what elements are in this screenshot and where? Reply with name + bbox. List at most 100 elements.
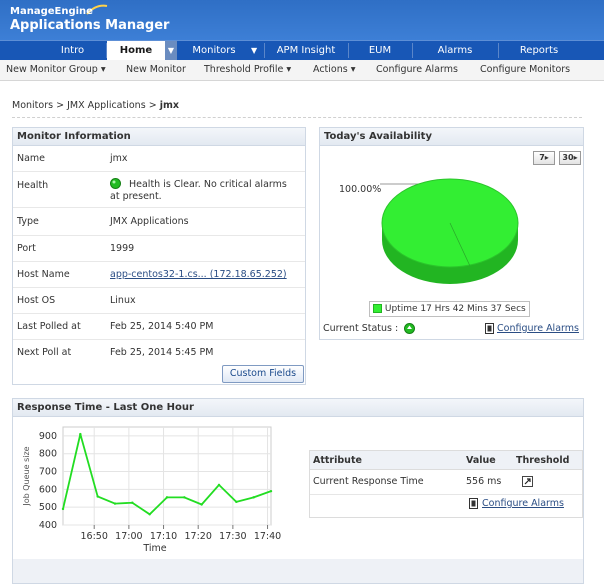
configure-monitors-link[interactable]: Configure Monitors (480, 64, 571, 75)
actions-menu[interactable]: Actions ▾ (313, 64, 356, 75)
availability-title: Today's Availability (320, 128, 583, 146)
threshold-profile-menu[interactable]: Threshold Profile ▾ (204, 64, 292, 75)
brand-swoosh-icon (86, 4, 108, 15)
data-point (217, 483, 221, 487)
nav-divider (106, 43, 107, 58)
legend-uptime-swatch (373, 304, 382, 313)
configure-alarms-link[interactable]: Configure Alarms (376, 64, 458, 75)
availability-30-days-button[interactable]: 30▸ (559, 151, 581, 165)
info-label: Type (17, 216, 39, 227)
pie-slice-side (382, 223, 518, 284)
configure-alarms-icon[interactable] (469, 498, 478, 509)
custom-fields-button[interactable]: Custom Fields (222, 365, 304, 383)
threshold-edit-icon[interactable] (522, 476, 533, 487)
availability-7-label: 7 (539, 153, 545, 162)
data-point (235, 500, 238, 504)
brand-product: Applications Manager (10, 18, 170, 33)
y-tick-label: 800 (39, 449, 57, 460)
breadcrumb: Monitors > JMX Applications > jmx (12, 100, 179, 111)
info-label: Health (17, 180, 49, 191)
monitor-information-panel: Monitor Information Name jmx Health Heal… (12, 127, 306, 385)
monitor-information-title: Monitor Information (13, 128, 305, 146)
x-tick-label: 17:40 (254, 531, 281, 542)
info-label: Next Poll at (17, 347, 72, 358)
tab-alarms[interactable]: Alarms (437, 45, 473, 56)
data-point (113, 502, 117, 505)
info-row-type: Type JMX Applications (13, 208, 305, 236)
y-tick-label: 500 (39, 502, 57, 513)
info-row-host-name: Host Name app-centos32-1.cs... (172.18.6… (13, 262, 305, 288)
breadcrumb-jmx-applications[interactable]: JMX Applications (67, 100, 146, 111)
availability-legend: Uptime 17 Hrs 42 Mins 37 Secs (369, 301, 530, 317)
data-point (183, 496, 186, 499)
y-axis-label: Job Queue size (22, 446, 31, 506)
tab-intro[interactable]: Intro (60, 45, 85, 56)
data-point (165, 496, 169, 499)
info-row-health: Health Health is Clear. No critical alar… (13, 172, 305, 208)
availability-7-days-button[interactable]: 7▸ (533, 151, 555, 165)
sub-nav: New Monitor Group ▾ New Monitor Threshol… (0, 60, 604, 81)
todays-availability-panel: Today's Availability 7▸ 30▸ 100.00% Upti… (319, 127, 584, 340)
header-attribute: Attribute (313, 455, 362, 466)
tab-reports[interactable]: Reports (519, 45, 559, 56)
y-tick-label: 700 (39, 467, 57, 478)
configure-alarms-icon[interactable] (485, 323, 494, 334)
breadcrumb-current: jmx (159, 100, 179, 111)
tab-eum[interactable]: EUM (368, 45, 392, 56)
info-value: jmx (110, 153, 128, 164)
info-row-last-polled: Last Polled at Feb 25, 2014 5:40 PM (13, 314, 305, 340)
data-point (79, 432, 82, 436)
info-value: JMX Applications (110, 216, 189, 227)
availability-30-label: 30 (562, 153, 574, 162)
row-value: 556 ms (466, 476, 502, 487)
info-label: Port (17, 243, 36, 254)
tab-monitors[interactable]: Monitors (192, 45, 236, 56)
monitors-dropdown-icon[interactable]: ▼ (251, 46, 258, 55)
main-nav: Intro Home ▼ Monitors ▼ APM Insight EUM … (0, 40, 604, 60)
host-name-link[interactable]: app-centos32-1.cs... (172.18.65.252) (110, 269, 287, 280)
response-configure-alarms-link[interactable]: Configure Alarms (482, 498, 564, 509)
table-row: Current Response Time 556 ms (310, 470, 582, 495)
y-tick-label: 900 (39, 431, 57, 442)
data-point (200, 503, 203, 506)
info-value: Feb 25, 2014 5:40 PM (110, 321, 214, 332)
home-dropdown-icon[interactable]: ▼ (165, 41, 177, 60)
breadcrumb-separator: > (56, 100, 65, 111)
data-point (96, 495, 99, 498)
nav-divider (348, 43, 349, 58)
tab-apm-insight[interactable]: APM Insight (276, 45, 336, 56)
info-label: Name (17, 153, 46, 164)
info-label: Last Polled at (17, 321, 81, 332)
legend-uptime-label: Uptime 17 Hrs 42 Mins 37 Secs (384, 304, 526, 314)
info-value: Feb 25, 2014 5:45 PM (110, 347, 214, 358)
breadcrumb-monitors[interactable]: Monitors (12, 100, 54, 111)
new-monitor-link[interactable]: New Monitor (126, 64, 186, 75)
data-point (252, 496, 255, 499)
info-value: Linux (110, 295, 136, 306)
nav-divider (264, 43, 265, 58)
response-time-title: Response Time - Last One Hour (13, 399, 583, 417)
x-tick-label: 17:20 (185, 531, 212, 542)
attribute-table: Attribute Value Threshold Current Respon… (309, 450, 583, 518)
info-label: Host OS (17, 295, 56, 306)
availability-pie-chart (380, 178, 519, 284)
info-row-port: Port 1999 (13, 236, 305, 262)
x-tick-label: 17:00 (115, 531, 142, 542)
x-axis-label: Time (142, 543, 166, 554)
new-monitor-group-menu[interactable]: New Monitor Group ▾ (6, 64, 106, 75)
availability-configure-alarms-link[interactable]: Configure Alarms (497, 323, 579, 334)
info-value: Health is Clear. No critical alarms (129, 179, 287, 190)
info-row-name: Name jmx (13, 146, 305, 172)
pie-slice-edge (449, 222, 471, 267)
tab-home[interactable]: Home (107, 41, 165, 60)
nav-divider (412, 43, 413, 58)
data-point (148, 513, 151, 516)
health-clear-icon (110, 178, 121, 189)
header-value: Value (466, 455, 496, 466)
nav-divider (498, 43, 499, 58)
breadcrumb-divider (12, 117, 582, 118)
brand-company: ManageEngine (10, 6, 93, 17)
info-value-continued: at present. (110, 191, 162, 202)
data-point (269, 489, 273, 493)
plot-area (62, 426, 272, 526)
